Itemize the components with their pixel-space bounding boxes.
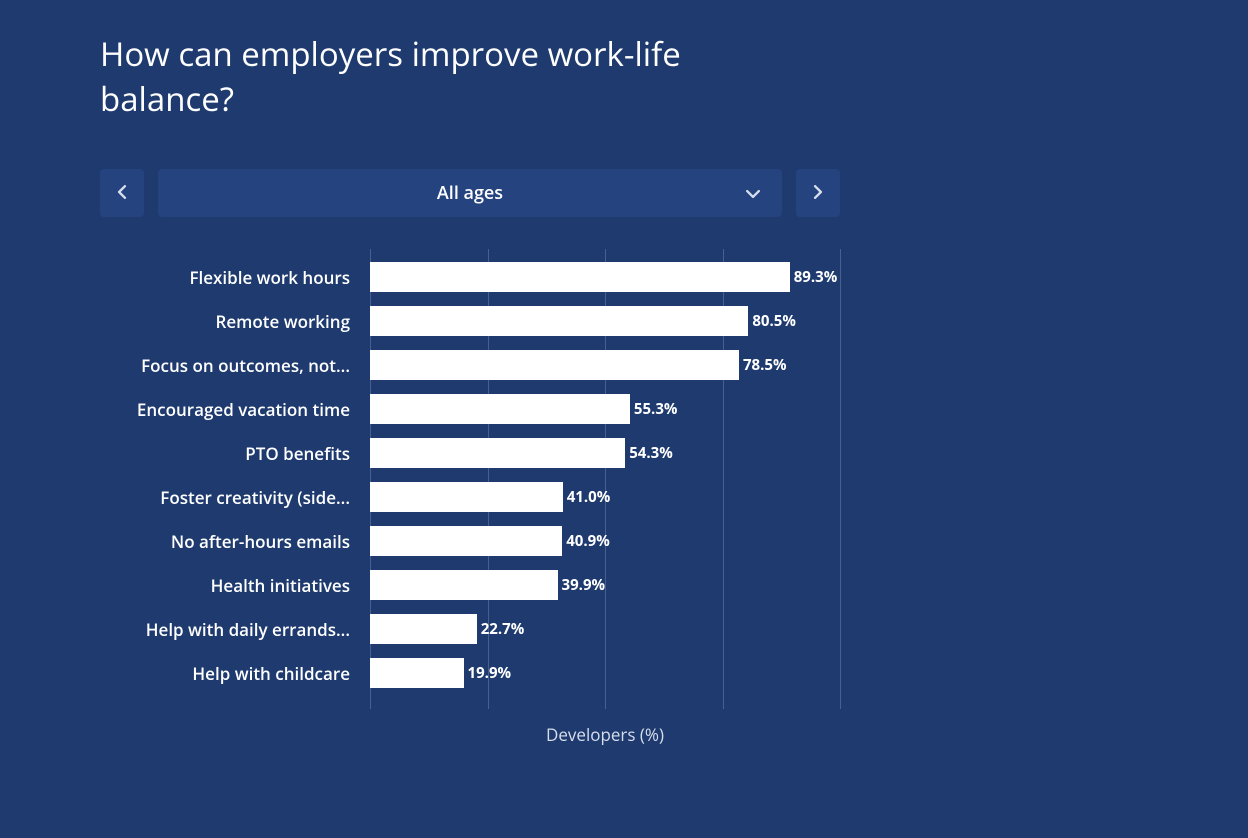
category-label: Health initiatives xyxy=(100,574,362,597)
bar-track: 78.5% xyxy=(370,350,840,380)
chart-plot-area: Flexible work hours 89.3% Remote working 80… xyxy=(100,249,840,709)
bar-track: 19.9% xyxy=(370,658,840,688)
chart-row: Help with childcare 19.9% xyxy=(100,651,840,695)
chart-row: Flexible work hours 89.3% xyxy=(100,255,840,299)
category-label: Foster creativity (side... xyxy=(100,486,362,509)
bar-value-label: 54.3% xyxy=(629,443,673,463)
chart-row: Focus on outcomes, not... 78.5% xyxy=(100,343,840,387)
chart-row: Health initiatives 39.9% xyxy=(100,563,840,607)
x-axis-label: Developers (%) xyxy=(100,723,840,746)
category-label: Remote working xyxy=(100,310,362,333)
chart-container: How can employers improve work-life bala… xyxy=(0,0,1248,746)
chart-rows: Flexible work hours 89.3% Remote working 80… xyxy=(100,249,840,695)
bar[interactable] xyxy=(370,394,630,424)
chart-row: No after-hours emails 40.9% xyxy=(100,519,840,563)
bar-value-label: 19.9% xyxy=(468,663,512,683)
chevron-right-icon xyxy=(813,182,823,204)
chart-row: Encouraged vacation time 55.3% xyxy=(100,387,840,431)
category-label: Help with childcare xyxy=(100,662,362,685)
bar-value-label: 80.5% xyxy=(752,311,796,331)
category-label: Focus on outcomes, not... xyxy=(100,354,362,377)
bar-track: 22.7% xyxy=(370,614,840,644)
bar-track: 80.5% xyxy=(370,306,840,336)
bar-value-label: 55.3% xyxy=(634,399,678,419)
category-label: Help with daily errands... xyxy=(100,618,362,641)
bar[interactable] xyxy=(370,306,748,336)
bar-track: 54.3% xyxy=(370,438,840,468)
chevron-left-icon xyxy=(117,182,127,204)
prev-button[interactable] xyxy=(100,169,144,217)
bar[interactable] xyxy=(370,438,625,468)
bar-value-label: 78.5% xyxy=(743,355,787,375)
bar-track: 39.9% xyxy=(370,570,840,600)
chart-row: Remote working 80.5% xyxy=(100,299,840,343)
bar-value-label: 41.0% xyxy=(567,487,611,507)
bar-track: 89.3% xyxy=(370,262,840,292)
bar[interactable] xyxy=(370,614,477,644)
chart-row: PTO benefits 54.3% xyxy=(100,431,840,475)
bar[interactable] xyxy=(370,526,562,556)
bar[interactable] xyxy=(370,658,464,688)
category-label: No after-hours emails xyxy=(100,530,362,553)
chart-row: Help with daily errands... 22.7% xyxy=(100,607,840,651)
next-button[interactable] xyxy=(796,169,840,217)
dropdown-selected-label: All ages xyxy=(437,181,503,205)
chevron-down-icon xyxy=(746,182,760,204)
chart-title: How can employers improve work-life bala… xyxy=(100,32,740,121)
category-label: Encouraged vacation time xyxy=(100,398,362,421)
filter-controls: All ages xyxy=(100,169,840,217)
bar[interactable] xyxy=(370,350,739,380)
gridline xyxy=(840,249,841,709)
bar-value-label: 40.9% xyxy=(566,531,610,551)
bar[interactable] xyxy=(370,482,563,512)
bar[interactable] xyxy=(370,570,558,600)
category-label: Flexible work hours xyxy=(100,266,362,289)
bar-value-label: 39.9% xyxy=(562,575,606,595)
bar-chart: Flexible work hours 89.3% Remote working 80… xyxy=(100,249,840,746)
bar[interactable] xyxy=(370,262,790,292)
bar-track: 55.3% xyxy=(370,394,840,424)
bar-track: 41.0% xyxy=(370,482,840,512)
chart-row: Foster creativity (side... 41.0% xyxy=(100,475,840,519)
bar-value-label: 89.3% xyxy=(794,267,838,287)
bar-track: 40.9% xyxy=(370,526,840,556)
category-label: PTO benefits xyxy=(100,442,362,465)
age-filter-dropdown[interactable]: All ages xyxy=(158,169,782,217)
bar-value-label: 22.7% xyxy=(481,619,525,639)
